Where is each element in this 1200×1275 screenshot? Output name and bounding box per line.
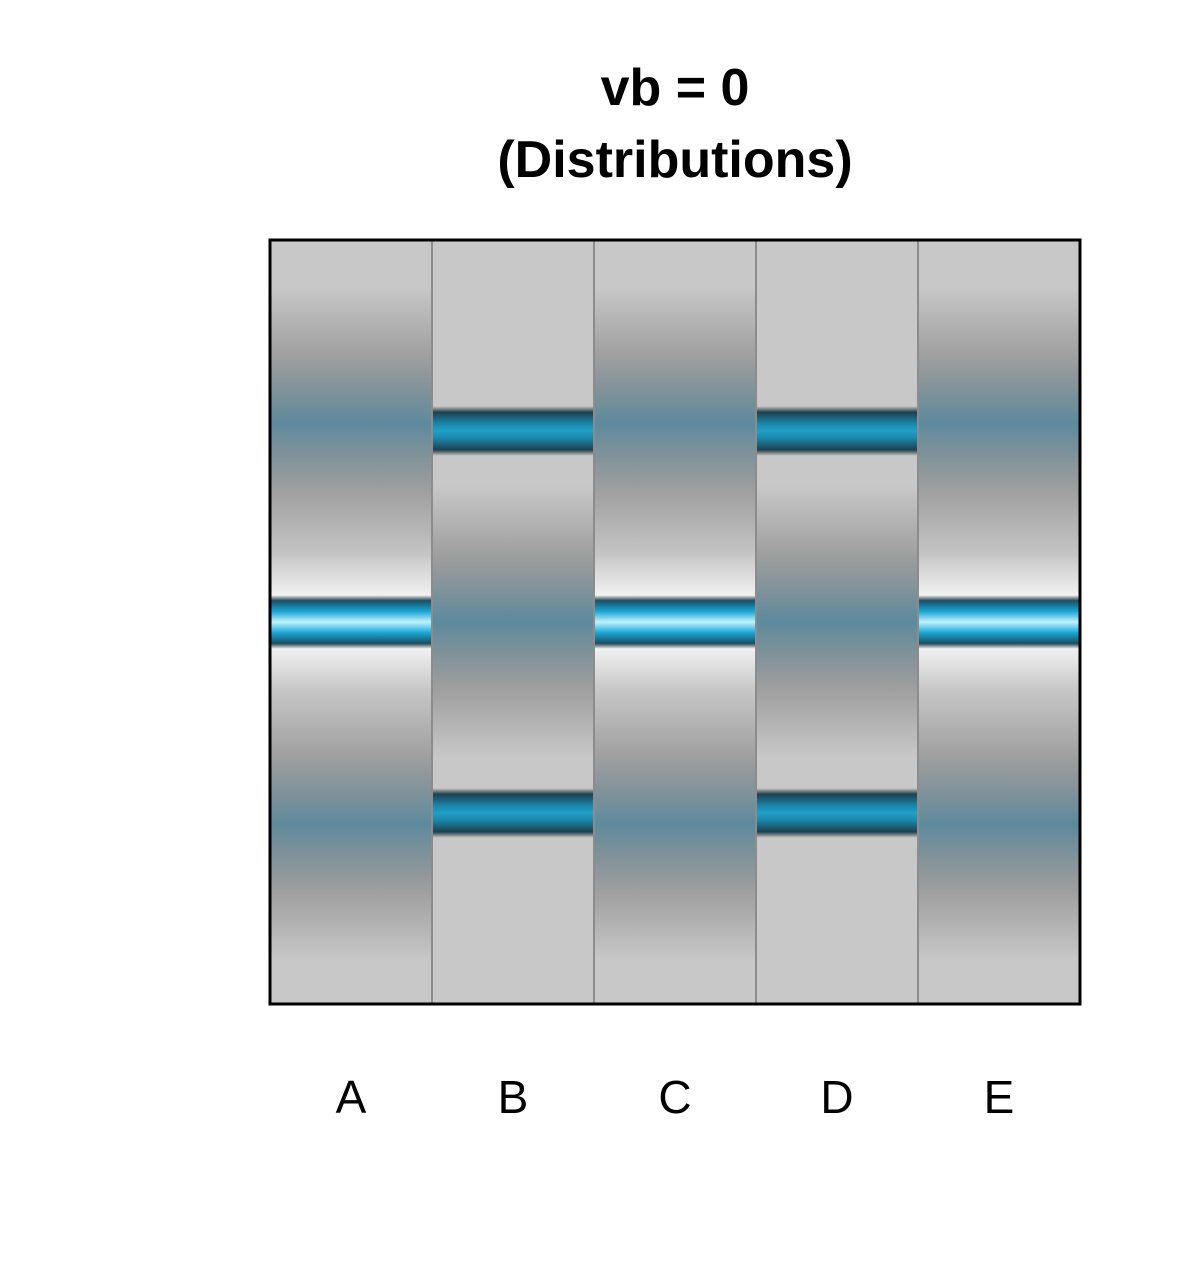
distribution-band-diffuse	[270, 688, 432, 961]
distribution-band-diffuse	[594, 286, 756, 560]
distribution-band-bright	[918, 595, 1080, 649]
distribution-band-diffuse	[918, 688, 1080, 961]
chart-title: vb = 0 (Distributions)	[270, 52, 1080, 196]
column-A	[270, 240, 432, 1004]
category-label-B: B	[498, 1071, 529, 1123]
column-D	[756, 240, 918, 1004]
column-B	[432, 240, 594, 1004]
distribution-band-narrow	[432, 788, 594, 838]
column-E	[918, 240, 1080, 1004]
distribution-band-bright	[594, 595, 756, 649]
chart-title-line: vb = 0	[600, 59, 750, 117]
category-label-D: D	[820, 1071, 853, 1123]
category-label-C: C	[658, 1071, 691, 1123]
category-labels: A B C D E	[336, 1071, 1015, 1123]
plot-frame	[268, 238, 1082, 1006]
distribution-band-narrow	[432, 406, 594, 456]
distribution-band-diffuse	[270, 286, 432, 560]
distribution-band-bright	[270, 595, 432, 649]
distribution-band-diffuse	[918, 286, 1080, 560]
column-C	[594, 240, 756, 1004]
category-label-A: A	[336, 1071, 367, 1123]
distribution-band-narrow	[756, 406, 918, 456]
distribution-band-narrow	[756, 788, 918, 838]
column-separators	[431, 240, 919, 1004]
category-label-E: E	[984, 1071, 1015, 1123]
chart-subtitle-line: (Distributions)	[497, 131, 853, 189]
plot-columns	[270, 240, 1080, 1004]
distribution-band-diffuse	[756, 485, 918, 759]
distribution-band-diffuse	[594, 688, 756, 961]
distribution-band-diffuse	[432, 485, 594, 759]
